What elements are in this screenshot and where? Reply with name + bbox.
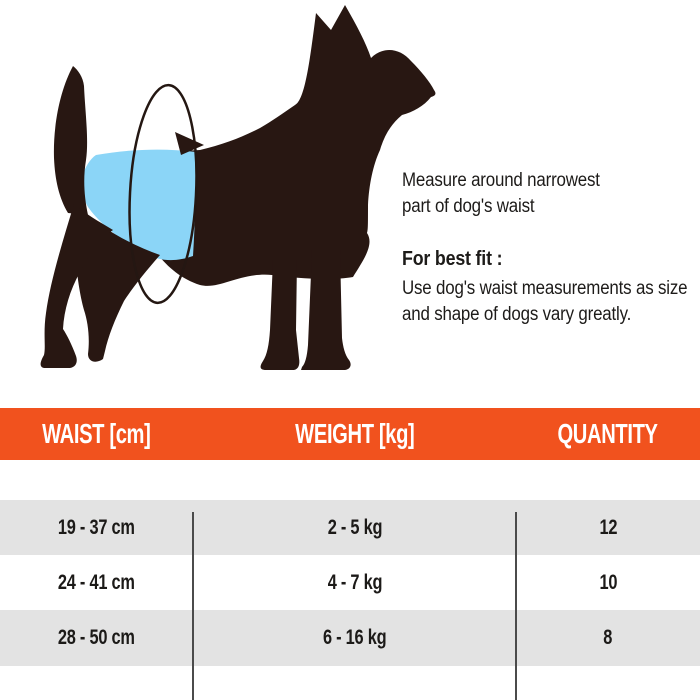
column-divider [515, 512, 517, 700]
table-row: 24 - 41 cm 4 - 7 kg 10 [0, 555, 700, 610]
dog-front-leg-far [260, 260, 300, 370]
waist-band [81, 149, 196, 261]
best-fit-line2: and shape of dogs vary greatly. [402, 304, 632, 325]
waist-cell: 24 - 41 cm [0, 555, 193, 610]
col-header-quantity: QUANTITY [557, 418, 659, 449]
dog-tail [53, 66, 88, 215]
quantity-value: 10 [599, 570, 617, 594]
quantity-cell: 8 [516, 610, 700, 666]
quantity-cell: 12 [516, 500, 700, 555]
measuring-arrowhead [175, 132, 204, 155]
waist-value: 19 - 37 cm [58, 515, 135, 539]
col-header-weight: WEIGHT [kg] [294, 418, 415, 449]
table-row: 19 - 37 cm 2 - 5 kg 12 [0, 500, 700, 555]
best-fit-line1: Use dog's waist measurements as size [402, 278, 688, 299]
dog-front-leg-near [301, 250, 351, 370]
measure-note-line2: part of dog's waist [402, 196, 535, 217]
weight-value: 2 - 5 kg [327, 515, 382, 539]
measurement-notes: Measure around narrowest part of dog's w… [402, 168, 700, 328]
waist-cell: 19 - 37 cm [0, 500, 193, 555]
dog-illustration [40, 5, 436, 370]
table-row: 28 - 50 cm 6 - 16 kg 8 [0, 610, 700, 666]
measurement-illustration: Measure around narrowest part of dog's w… [40, 5, 700, 370]
col-header-waist: WAIST [cm] [42, 418, 151, 449]
weight-cell: 2 - 5 kg [193, 500, 516, 555]
best-fit-heading: For best fit : [402, 248, 503, 270]
blank-row [0, 460, 700, 500]
size-chart-body: 19 - 37 cm 2 - 5 kg 12 24 - 41 cm 4 - 7 … [0, 460, 700, 700]
column-divider [192, 512, 194, 700]
waist-value: 28 - 50 cm [58, 626, 135, 649]
measuring-ellipse [128, 83, 198, 305]
col-header-quantity-cell: QUANTITY [516, 408, 700, 460]
weight-value: 4 - 7 kg [327, 570, 382, 594]
weight-cell: 4 - 7 kg [193, 555, 516, 610]
dog-hind-leg-near [40, 204, 113, 368]
waist-value: 24 - 41 cm [58, 570, 135, 594]
col-header-waist-cell: WAIST [cm] [0, 408, 193, 460]
col-header-weight-cell: WEIGHT [kg] [193, 408, 516, 460]
weight-cell: 6 - 16 kg [193, 610, 516, 666]
size-chart: WAIST [cm] WEIGHT [kg] QUANTITY 19 - 37 … [0, 408, 700, 700]
waist-cell: 28 - 50 cm [0, 610, 193, 666]
size-chart-header: WAIST [cm] WEIGHT [kg] QUANTITY [0, 408, 700, 460]
quantity-value: 12 [599, 515, 617, 539]
dog-hind-leg-far [75, 210, 160, 362]
quantity-value: 8 [603, 626, 613, 649]
weight-value: 6 - 16 kg [322, 626, 387, 649]
quantity-cell: 10 [516, 555, 700, 610]
measure-note-line1: Measure around narrowest [402, 170, 600, 191]
